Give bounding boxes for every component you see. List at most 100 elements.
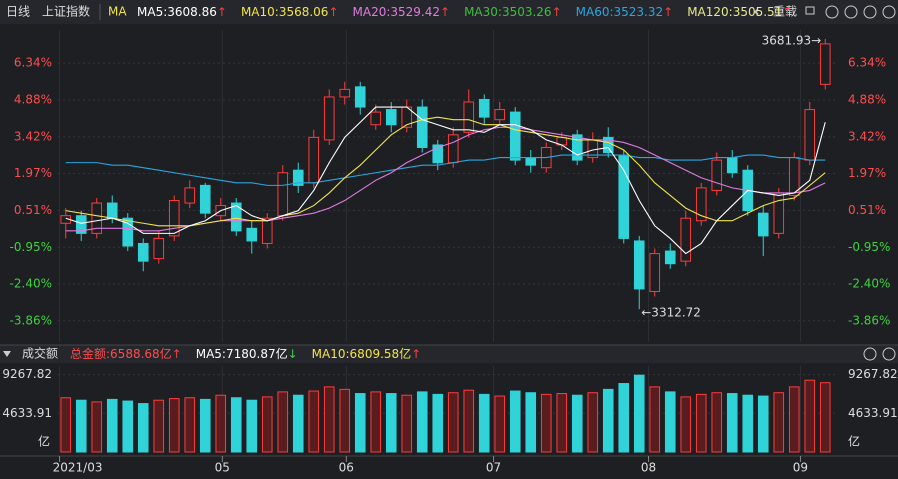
candle-body bbox=[618, 154, 630, 239]
volume-bar bbox=[122, 400, 134, 453]
legend-label: MA60:3523.32 bbox=[576, 5, 664, 19]
legend-entry: MA10:6809.58亿↑ bbox=[312, 346, 422, 361]
volume-bar bbox=[757, 395, 769, 453]
candle-body bbox=[91, 202, 103, 234]
y2-tick-label: 4.88% bbox=[848, 92, 886, 106]
volume-bar bbox=[556, 393, 568, 453]
y2-tick-label: 3.42% bbox=[848, 129, 886, 143]
legend-arrow: ↑ bbox=[440, 5, 450, 19]
annotation: 3681.93→ bbox=[762, 33, 822, 47]
zoom-icon[interactable] bbox=[863, 347, 877, 361]
y2-tick-label: 6.34% bbox=[848, 56, 886, 70]
x-tick-label: 05 bbox=[215, 461, 230, 475]
legend-label: MA5:7180.87亿 bbox=[196, 346, 288, 361]
volume-bar bbox=[153, 399, 165, 453]
y-tick-label: -0.95% bbox=[10, 240, 52, 254]
lock-icon[interactable] bbox=[805, 6, 815, 15]
volume-bar bbox=[168, 398, 180, 453]
volume-bar bbox=[819, 382, 831, 453]
collapse-icon[interactable] bbox=[3, 351, 11, 357]
close-icon[interactable] bbox=[882, 5, 896, 19]
volume-bar bbox=[184, 397, 196, 453]
candle-body bbox=[649, 253, 661, 292]
legend-label: MA120:3505.51 bbox=[687, 5, 782, 19]
candle-body bbox=[478, 98, 490, 118]
volume-bar bbox=[106, 398, 118, 453]
ma-line bbox=[65, 106, 826, 255]
candle-body bbox=[571, 134, 583, 161]
volume-bar bbox=[494, 395, 506, 453]
zoom-out-icon[interactable] bbox=[863, 5, 877, 19]
volume-bar bbox=[664, 391, 676, 453]
x-tick-label: 09 bbox=[793, 461, 808, 475]
volume-bar bbox=[215, 394, 227, 453]
reload-button[interactable]: 重载 bbox=[773, 5, 797, 19]
volume-bar bbox=[308, 390, 320, 453]
legend-label: MA10:6809.58亿 bbox=[312, 346, 412, 361]
symbol[interactable]: 上证指数 bbox=[42, 4, 90, 19]
candle-body bbox=[463, 101, 475, 133]
volume-bar bbox=[478, 393, 490, 453]
candle-body bbox=[308, 136, 320, 184]
volume-bar bbox=[339, 388, 351, 453]
volume-bar bbox=[711, 392, 723, 453]
legend-entry: MA120:3505.51↑ bbox=[687, 5, 792, 19]
y-tick-label: 1.97% bbox=[14, 166, 52, 180]
volume-bar bbox=[385, 393, 397, 453]
candle-body bbox=[773, 192, 785, 234]
candle-body bbox=[804, 109, 816, 161]
candle-body bbox=[664, 250, 676, 265]
legend-arrow: ↑ bbox=[217, 5, 227, 19]
legend-label: MA20:3529.42 bbox=[353, 5, 441, 19]
candle-body bbox=[230, 202, 242, 232]
volume-bar bbox=[726, 393, 738, 453]
candle-body bbox=[106, 202, 118, 219]
candle-body bbox=[370, 111, 382, 126]
header-bar bbox=[0, 0, 898, 24]
volume-bar bbox=[370, 391, 382, 453]
volume-bar bbox=[540, 393, 552, 453]
candle-body bbox=[137, 242, 149, 262]
legend-entry: MA10:3568.06↑ bbox=[241, 5, 339, 19]
candle-body bbox=[184, 187, 196, 204]
legend-arrow: ↑ bbox=[552, 5, 562, 19]
y-tick-label: 4633.91 bbox=[2, 406, 52, 420]
volume-bar bbox=[804, 379, 816, 453]
volume-bar bbox=[261, 396, 273, 453]
volume-bar bbox=[602, 388, 614, 453]
y-tick-label: -3.86% bbox=[10, 313, 52, 327]
volume-bar bbox=[571, 394, 583, 453]
candle-body bbox=[323, 96, 335, 141]
volume-bar bbox=[199, 398, 211, 453]
y-tick-label: 9267.82 bbox=[2, 367, 52, 381]
prev-icon[interactable]: ‹ bbox=[754, 4, 760, 19]
volume-bar bbox=[509, 390, 521, 453]
candle-body bbox=[292, 169, 304, 186]
x-tick-label: 08 bbox=[641, 461, 656, 475]
period[interactable]: 日线 bbox=[6, 5, 30, 19]
volume-bar bbox=[323, 386, 335, 453]
settings-icon[interactable] bbox=[825, 5, 839, 19]
volume-bar bbox=[246, 399, 258, 453]
close-icon[interactable] bbox=[882, 347, 896, 361]
toolbar-icons: ‹ bbox=[754, 4, 896, 361]
indicator[interactable]: MA bbox=[108, 5, 127, 19]
y-tick-label: 0.51% bbox=[14, 203, 52, 217]
volume-bar bbox=[60, 397, 72, 453]
volume-bar bbox=[292, 394, 304, 453]
legend-entry: MA20:3529.42↑ bbox=[353, 5, 451, 19]
volume-bar bbox=[75, 399, 87, 453]
x-tick-label: 2021/03 bbox=[53, 461, 103, 475]
zoom-in-icon[interactable] bbox=[844, 5, 858, 19]
y-tick-label: -2.40% bbox=[10, 276, 52, 290]
legend-entry: MA5:7180.87亿↓ bbox=[196, 346, 298, 361]
legend-entry: MA30:3503.26↑ bbox=[464, 5, 562, 19]
volume-bar bbox=[277, 391, 289, 453]
y-tick-label: 6.34% bbox=[14, 56, 52, 70]
candle-body bbox=[416, 106, 428, 148]
legend-arrow: ↑ bbox=[782, 5, 792, 19]
volume-bar bbox=[587, 392, 599, 453]
volume-header-bar bbox=[0, 345, 898, 363]
